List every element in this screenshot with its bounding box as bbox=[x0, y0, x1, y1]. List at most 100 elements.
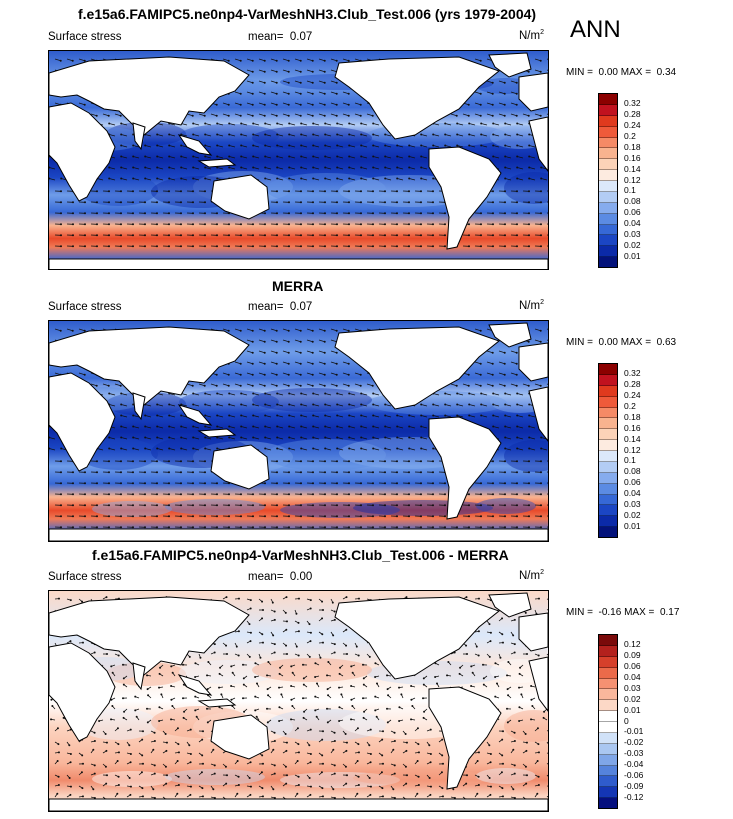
panel3-title: f.e15a6.FAMIPC5.ne0np4-VarMeshNH3.Club_T… bbox=[92, 547, 509, 563]
colorbar-tick-label: 0.04 bbox=[624, 488, 641, 499]
colorbar-tick-label: 0.01 bbox=[624, 521, 641, 532]
colorbar-swatch bbox=[599, 527, 617, 537]
panel3-mean-label: mean= bbox=[248, 571, 284, 583]
colorbar-swatch bbox=[599, 722, 617, 733]
colorbar-swatch bbox=[599, 678, 617, 690]
colorbar-tick-label: -0.02 bbox=[624, 737, 644, 748]
panel2-title: MERRA bbox=[272, 278, 324, 294]
colorbar-tick-label: 0.24 bbox=[624, 389, 641, 400]
colorbar-swatch bbox=[599, 689, 617, 701]
colorbar-tick-label: 0.06 bbox=[624, 477, 641, 488]
colorbar-swatch bbox=[599, 505, 617, 517]
panel3-units: N/m2 bbox=[519, 569, 544, 582]
colorbar-swatch bbox=[599, 754, 617, 766]
colorbar-tick-label: 0.12 bbox=[624, 174, 641, 185]
colorbar-swatch bbox=[599, 418, 617, 430]
panel2-map-svg bbox=[49, 321, 548, 541]
colorbar-tick-label: 0.12 bbox=[624, 444, 641, 455]
colorbar-swatch bbox=[599, 202, 617, 214]
colorbar-tick-label: 0.32 bbox=[624, 97, 641, 108]
panel2-units: N/m2 bbox=[519, 299, 544, 312]
panel2-units-base: N/m bbox=[519, 299, 541, 312]
panel3-variable: Surface stress bbox=[48, 571, 122, 583]
colorbar-swatch bbox=[599, 635, 617, 646]
panel1-mean: mean= 0.07 bbox=[248, 31, 312, 43]
panel3-min-label: MIN = bbox=[566, 607, 593, 618]
colorbar-tick-label: 0.02 bbox=[624, 240, 641, 251]
colorbar-tick-label: 0 bbox=[624, 715, 629, 726]
colorbar-swatch bbox=[599, 765, 617, 777]
colorbar-tick-label: 0.06 bbox=[624, 207, 641, 218]
panel3-mean-value: 0.00 bbox=[289, 571, 313, 583]
colorbar-tick-label: 0.18 bbox=[624, 141, 641, 152]
colorbar-swatch bbox=[599, 743, 617, 755]
panel3-min-value: -0.16 bbox=[598, 607, 622, 618]
colorbar-tick-label: -0.03 bbox=[624, 748, 644, 759]
colorbar-swatch bbox=[599, 396, 617, 408]
panel2-minmax: MIN = 0.00 MAX = 0.63 bbox=[566, 337, 676, 348]
colorbar-tick-label: 0.24 bbox=[624, 119, 641, 130]
panel1-map bbox=[48, 50, 549, 270]
panel2-mean: mean= 0.07 bbox=[248, 301, 312, 313]
panel3-map bbox=[48, 590, 549, 812]
colorbar-tick-label: 0.1 bbox=[624, 455, 636, 466]
colorbar-tick-label: 0.14 bbox=[624, 163, 641, 174]
panel1-variable: Surface stress bbox=[48, 31, 122, 43]
colorbar-swatch bbox=[599, 170, 617, 181]
colorbar-swatch bbox=[599, 115, 617, 127]
colorbar-swatch bbox=[599, 407, 617, 419]
panel2-min-label: MIN = bbox=[566, 337, 593, 348]
colorbar-swatch bbox=[599, 159, 617, 171]
colorbar-swatch bbox=[599, 667, 617, 679]
panel2-min-value: 0.00 bbox=[598, 337, 618, 348]
panel3-max-label: MAX = bbox=[624, 607, 655, 618]
colorbar-swatch bbox=[599, 94, 617, 105]
colorbar-tick-label: 0.03 bbox=[624, 682, 641, 693]
colorbar-tick-label: 0.09 bbox=[624, 649, 641, 660]
colorbar-swatch bbox=[599, 429, 617, 441]
colorbar-tick-label: 0.14 bbox=[624, 433, 641, 444]
colorbar-tick-label: 0.12 bbox=[624, 638, 641, 649]
colorbar-swatch bbox=[599, 461, 617, 473]
colorbar-swatch bbox=[599, 257, 617, 267]
colorbar-swatch bbox=[599, 472, 617, 484]
colorbar-swatch bbox=[599, 364, 617, 375]
colorbar-swatch bbox=[599, 224, 617, 236]
panel3-minmax: MIN = -0.16 MAX = 0.17 bbox=[566, 607, 679, 618]
panel1-max-value: 0.34 bbox=[656, 67, 677, 78]
panel3-map-svg bbox=[49, 591, 548, 811]
panel1-colorbar-ticks: 0.32 0.28 0.24 0.2 0.18 0.16 0.14 0.12 0.1 0.08 0.… bbox=[624, 93, 664, 268]
colorbar-tick-label: 0.06 bbox=[624, 660, 641, 671]
panel3-colorbar bbox=[598, 634, 618, 809]
colorbar-swatch bbox=[599, 104, 617, 116]
colorbar-tick-label: 0.08 bbox=[624, 466, 641, 477]
colorbar-swatch bbox=[599, 656, 617, 668]
colorbar-swatch bbox=[599, 645, 617, 657]
colorbar-swatch bbox=[599, 440, 617, 451]
colorbar-swatch bbox=[599, 776, 617, 788]
colorbar-tick-label: 0.04 bbox=[624, 671, 641, 682]
panel2-variable: Surface stress bbox=[48, 301, 122, 313]
colorbar-swatch bbox=[599, 181, 617, 192]
colorbar-swatch bbox=[599, 787, 617, 799]
colorbar-tick-label: 0.16 bbox=[624, 422, 641, 433]
colorbar-tick-label: 0.01 bbox=[624, 704, 641, 715]
colorbar-swatch bbox=[599, 385, 617, 397]
colorbar-tick-label: 0.16 bbox=[624, 152, 641, 163]
colorbar-tick-label: 0.28 bbox=[624, 108, 641, 119]
panel2-mean-label: mean= bbox=[248, 301, 284, 313]
colorbar-tick-label: -0.04 bbox=[624, 759, 644, 770]
colorbar-swatch bbox=[599, 374, 617, 386]
colorbar-tick-label: -0.01 bbox=[624, 726, 644, 737]
colorbar-tick-label: 0.1 bbox=[624, 185, 636, 196]
colorbar-tick-label: 0.04 bbox=[624, 218, 641, 229]
panel2-max-value: 0.63 bbox=[656, 337, 677, 348]
panel3-mean: mean= 0.00 bbox=[248, 571, 312, 583]
panel3-colorbar-ticks: 0.12 0.09 0.06 0.04 0.03 0.02 0.01 0 -0.01 -0.02-… bbox=[624, 634, 664, 809]
colorbar-tick-label: 0.01 bbox=[624, 251, 641, 262]
colorbar-tick-label: 0.08 bbox=[624, 196, 641, 207]
colorbar-tick-label: 0.28 bbox=[624, 378, 641, 389]
colorbar-swatch bbox=[599, 137, 617, 149]
colorbar-tick-label: 0.03 bbox=[624, 499, 641, 510]
panel1-mean-value: 0.07 bbox=[289, 31, 313, 43]
